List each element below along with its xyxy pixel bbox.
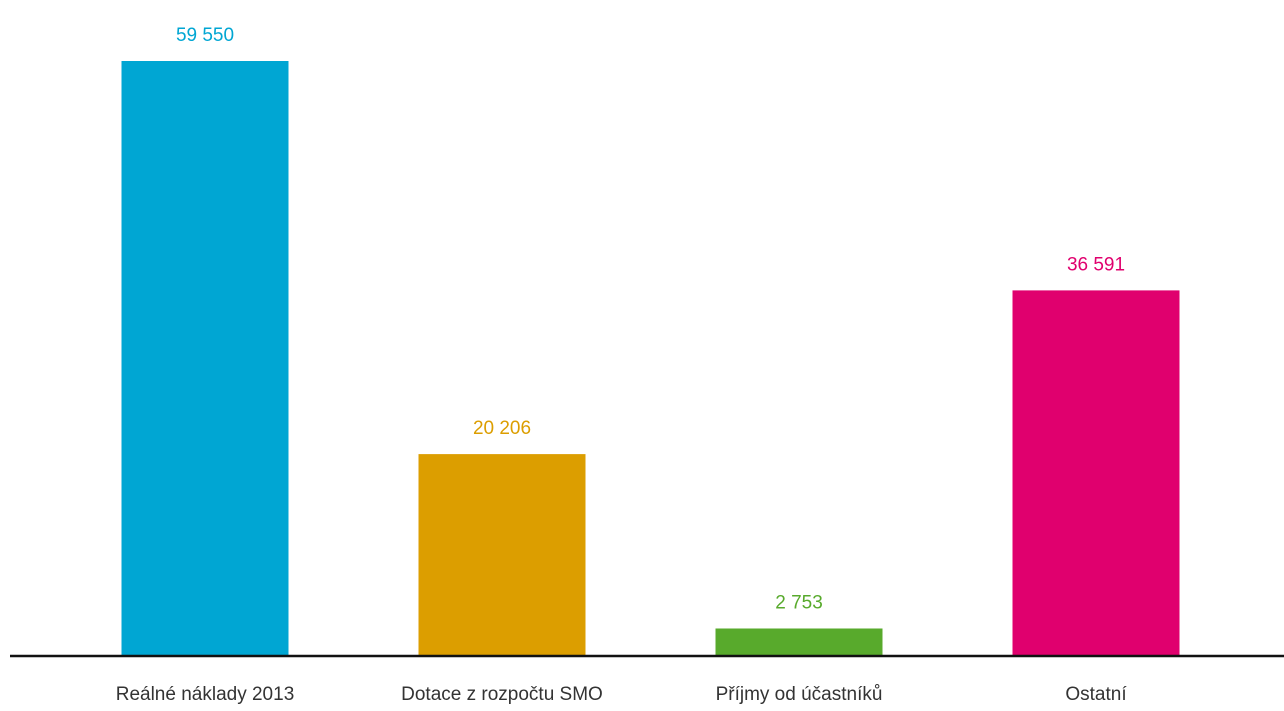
category-label-1: Dotace z rozpočtu SMO bbox=[401, 684, 603, 705]
value-label-3: 36 591 bbox=[1067, 254, 1125, 275]
bar-0 bbox=[121, 61, 289, 656]
category-label-2: Příjmy od účastníků bbox=[716, 684, 883, 705]
bars-group bbox=[121, 61, 1180, 656]
category-labels-group: Reálné náklady 2013 Dotace z rozpočtu SMO… bbox=[116, 684, 1128, 705]
bar-1 bbox=[418, 454, 586, 656]
value-label-0: 59 550 bbox=[176, 25, 234, 46]
value-labels-group: 59 550 20 206 2 753 36 591 bbox=[176, 25, 1125, 613]
category-label-0: Reálné náklady 2013 bbox=[116, 684, 295, 705]
category-label-3: Ostatní bbox=[1065, 684, 1127, 705]
value-label-1: 20 206 bbox=[473, 418, 531, 439]
value-label-2: 2 753 bbox=[775, 592, 823, 613]
bar-3 bbox=[1012, 290, 1180, 656]
bar-2 bbox=[715, 628, 883, 656]
